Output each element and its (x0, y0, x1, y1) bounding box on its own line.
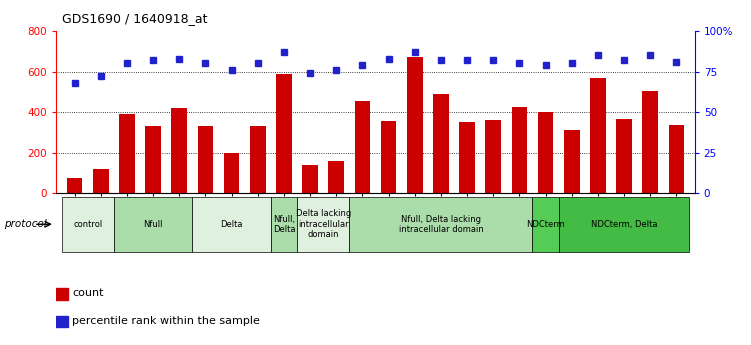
Bar (276, 73, 292, 193)
Bar (381, 121, 397, 193)
Bar (297, 197, 349, 252)
Bar (459, 122, 475, 193)
Bar (511, 107, 527, 193)
Text: control: control (73, 220, 102, 229)
Text: Delta: Delta (220, 220, 243, 229)
Bar (250, 126, 266, 193)
Text: Nfull: Nfull (143, 220, 163, 229)
Bar (114, 197, 192, 252)
Bar (433, 94, 449, 193)
Bar (171, 108, 187, 193)
Bar (559, 197, 689, 252)
Text: Nfull, Delta lacking
intracellular domain: Nfull, Delta lacking intracellular domai… (399, 215, 484, 234)
Text: Nfull,
Delta: Nfull, Delta (273, 215, 295, 234)
Bar (62, 197, 114, 252)
Bar (67, 178, 83, 193)
Bar (538, 112, 553, 193)
Bar (532, 197, 559, 252)
Text: count: count (72, 288, 104, 298)
Text: protocol: protocol (4, 219, 47, 229)
Bar (590, 78, 606, 193)
Bar (145, 126, 161, 193)
Bar (56, 288, 68, 299)
Bar (354, 101, 370, 193)
Text: NDCterm: NDCterm (526, 220, 565, 229)
Bar (328, 161, 344, 193)
Bar (302, 165, 318, 193)
Bar (198, 126, 213, 193)
Text: percentile rank within the sample: percentile rank within the sample (72, 316, 260, 326)
Bar (119, 114, 135, 193)
Bar (192, 197, 271, 252)
Bar (224, 152, 240, 193)
Bar (271, 197, 297, 252)
Text: GDS1690 / 1640918_at: GDS1690 / 1640918_at (62, 12, 207, 25)
Bar (616, 119, 632, 193)
Bar (349, 197, 532, 252)
Bar (407, 57, 423, 193)
Bar (642, 91, 658, 193)
Bar (93, 169, 109, 193)
Text: NDCterm, Delta: NDCterm, Delta (591, 220, 657, 229)
Bar (485, 120, 501, 193)
Bar (668, 125, 684, 193)
Bar (564, 130, 580, 193)
Text: Delta lacking
intracellular
domain: Delta lacking intracellular domain (296, 209, 351, 239)
Bar (56, 316, 68, 327)
